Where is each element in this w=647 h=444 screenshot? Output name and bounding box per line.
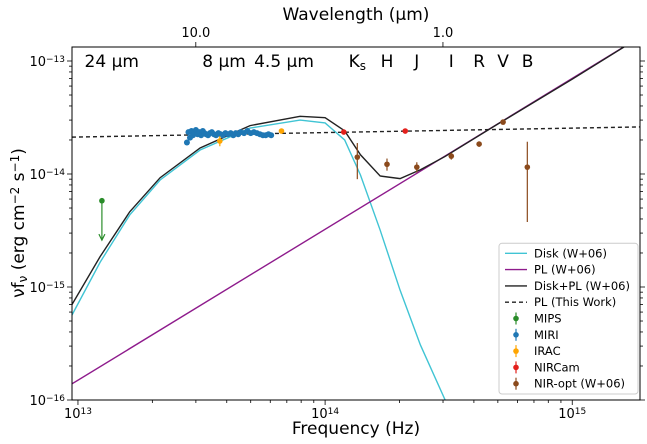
x-tick-label: 1014 [311,407,339,422]
band-label: Ks [349,52,366,73]
tick-base: 10 [29,55,46,70]
y-label-part: −2 [8,187,22,205]
y-label-part: ) [9,148,29,155]
data-point [448,153,455,159]
limit-arrow [98,233,106,242]
band-text: 4.5 μm [254,52,314,72]
band-text: V [497,52,509,72]
legend-label: PL (W+06) [534,263,596,277]
tick-exponent: −14 [46,168,65,178]
band-label: 24 μm [85,52,139,72]
tick-base: 10 [64,407,81,422]
y-label-part: νf [9,281,29,297]
y-tick-label: 10−13 [29,55,65,70]
legend-label: NIR-opt (W+06) [534,377,625,391]
tick-exponent: 14 [328,407,340,417]
band-text: 8 μm [202,52,246,72]
data-point [217,138,223,144]
legend-label: Disk (W+06) [534,246,607,260]
legend-box [498,242,639,395]
tick-base: 10 [29,168,46,183]
top-tick-label: 10.0 [181,26,210,41]
y-tick-label: 10−15 [29,281,65,296]
data-point [354,154,361,160]
data-point [268,132,275,139]
band-text: I [449,52,454,72]
tick-base: 10 [311,407,328,422]
data-point [183,139,190,146]
data-point [99,197,105,204]
tick-exponent: −16 [46,394,65,404]
tick-exponent: −13 [46,55,65,65]
x-tick-label: 1013 [64,407,92,422]
y-tick-label: 10−14 [29,168,65,183]
tick-exponent: −15 [46,281,65,291]
legend: Disk (W+06) PL (W+06) Disk+PL (W+06) PL (Th… [498,242,639,395]
y-label-part: s [9,172,29,186]
model-line [72,126,640,138]
data-point [278,128,285,134]
legend-label: PL (This Work) [534,295,616,309]
band-label: J [413,52,419,72]
y-label-part: −1 [8,155,22,173]
band-label: 8 μm [202,52,246,72]
band-label: R [473,52,485,72]
data-point [500,119,506,125]
band-label: 4.5 μm [254,52,314,72]
tick-exponent: 15 [575,407,586,417]
band-label: H [381,52,394,72]
data-point [402,128,409,134]
data-point [384,161,390,168]
legend-label: NIRCam [534,360,580,374]
band-sub: s [360,59,366,73]
band-text: K [349,52,361,72]
band-text: 24 μm [85,52,139,72]
data-point [414,164,420,170]
band-text: B [522,52,534,72]
legend-label: MIRI [534,328,559,342]
tick-base: 10 [558,407,575,422]
data-point [524,164,531,170]
legend-label: Disk+PL (W+06) [534,279,630,293]
tick-base: 10 [29,394,46,409]
y-label-part: ν [16,275,30,282]
legend-label: MIPS [534,312,562,326]
legend-swatch [513,380,519,387]
data-point [340,129,347,135]
y-label-part: (erg cm [9,204,29,275]
band-label: I [449,52,454,72]
top-axis-label: Wavelength (μm) [283,5,430,25]
legend-swatch [513,348,519,354]
model-line [72,119,446,400]
plot-area [72,47,640,400]
y-tick-label: 10−16 [29,394,65,409]
legend-swatch [513,364,519,371]
x-axis-label: Frequency (Hz) [292,419,420,439]
tick-base: 10 [29,281,46,296]
top-tick-label: 1.0 [433,26,454,41]
legend-swatch [513,315,519,322]
band-text: R [473,52,485,72]
x-tick-label: 1015 [558,407,586,422]
band-label: B [522,52,534,72]
band-text: J [413,52,419,72]
plot-frame [71,46,641,401]
tick-exponent: 13 [81,407,92,417]
band-text: H [381,52,394,72]
legend-swatch [513,332,519,338]
y-axis-label: νfν (erg cm−2 s−1) [8,148,30,298]
legend-label: IRAC [534,344,561,358]
band-label: V [497,52,509,72]
data-point [476,141,482,147]
